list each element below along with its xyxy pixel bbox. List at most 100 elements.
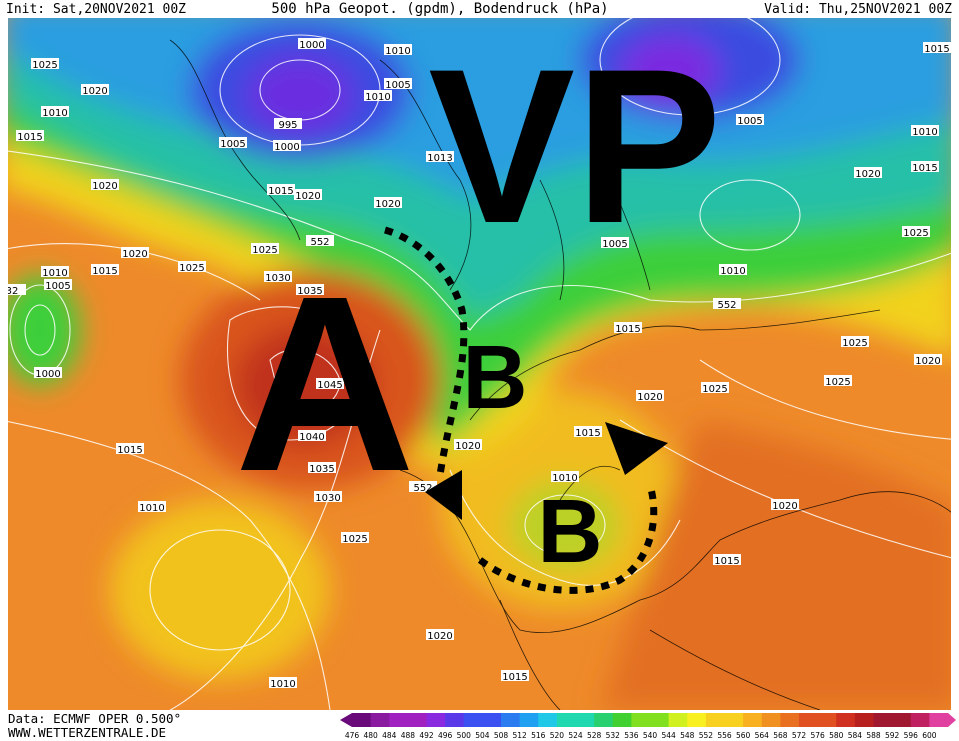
vp-label: VP [428,23,721,269]
isobar-label-bg [454,439,482,450]
scale-swatch [668,713,688,727]
scale-swatch [501,713,521,727]
isobar-label: 1000 [35,369,60,380]
isobar-label-bg [81,84,109,95]
isobar-label-bg [178,261,206,272]
isobar-label: 1015 [912,163,937,174]
isobar-label: 1025 [342,534,367,545]
isobar-label-bg [574,426,602,437]
scale-label: 548 [680,731,695,740]
scale-arrow [340,713,352,727]
isobar-labels: 1025 1020 1010 1015 1020 1020 1025 1015 1010 1005… [8,38,951,690]
isobar-label-bg [296,284,324,295]
isobar-label-bg [251,243,279,254]
isobar-label: 1015 [268,186,293,197]
isobar-label-bg [44,279,72,290]
isobar-label: 1025 [252,245,277,256]
isobar-label-bg [341,532,369,543]
isobar-label: 1005 [385,80,410,91]
scale-label: 540 [643,731,658,740]
isobar-label: 1015 [117,445,142,456]
isobar-label-bg [364,90,392,101]
isobar-label-bg [914,354,942,365]
isobar-label: 1045 [317,380,342,391]
isobar-label: 1025 [903,228,928,239]
isobar-label-bg [264,271,292,282]
scale-swatch [612,713,632,727]
isobar-label: 1035 [297,286,322,297]
isobar-label: 1015 [615,324,640,335]
isobar-label-bg [314,491,342,502]
isobar-label: 1015 [92,266,117,277]
isobar-label: 1025 [32,60,57,71]
low-label: B [538,482,603,582]
isobar-label: 1015 [17,132,42,143]
arrow-heads [425,422,668,520]
isobar-label: 1020 [375,199,400,210]
scale-swatch [370,713,390,727]
isobar-label-bg [298,38,326,49]
scale-swatch [854,713,874,727]
isobar-label-bg [923,42,951,53]
scale-label: 588 [866,731,881,740]
isobar-label: 1015 [575,428,600,439]
isobar-label-bg [116,443,144,454]
isobar-label-bg [294,189,322,200]
scale-swatch [463,713,483,727]
isobar-label: 1020 [772,501,797,512]
isobar-label: 995 [278,120,297,131]
scale-label: 524 [568,731,583,740]
isobar-label: 1013 [427,153,452,164]
isobar-label: 1015 [714,556,739,567]
isobar-label-bg [274,118,302,129]
isobar-label: 1025 [842,338,867,349]
scale-label: 556 [717,731,732,740]
isobar-label: 1030 [315,493,340,504]
website: WWW.WETTERZENTRALE.DE [8,725,166,740]
scale-swatch [575,713,595,727]
scale-label: 504 [475,731,490,740]
scale-label: 564 [755,731,770,740]
isobar-label-bg [601,237,629,248]
isobar-label-bg [736,114,764,125]
isobar-label: 1005 [45,281,70,292]
scale-label: 512 [512,731,527,740]
isobar-label: 552 [413,483,432,494]
isobar-label-bg [854,167,882,178]
scale-swatch [594,713,614,727]
scale-swatch [705,713,725,727]
scale-label: 572 [792,731,807,740]
isobar-label: 1005 [220,139,245,150]
isobar-label: 1020 [427,631,452,642]
isobar-label: 1010 [552,473,577,484]
isobar-label: 1010 [139,503,164,514]
scale-swatch [929,713,949,727]
scale-label: 520 [550,731,565,740]
scale-swatch [873,713,893,727]
isobar-label: 1010 [42,268,67,279]
isobar-label-bg [426,151,454,162]
data-source: Data: ECMWF OPER 0.500° [8,711,181,726]
isobar-label-bg [267,184,295,195]
isobar-label-bg [713,554,741,565]
scale-swatch [780,713,800,727]
isobar-label: 1010 [270,679,295,690]
isobar-label-bg [409,481,437,492]
high-label: A [235,244,416,523]
scale-label: 560 [736,731,751,740]
scale-swatch [407,713,427,727]
isobar-label-bg [298,430,326,441]
scale-label: 496 [438,731,453,740]
scale-swatch [538,713,558,727]
isobar-label: 1020 [637,392,662,403]
isobar-label: 1015 [502,672,527,683]
scale-swatch [817,713,837,727]
isobar-label-bg [16,130,44,141]
isobar-label-bg [219,137,247,148]
isobar-label-bg [121,247,149,258]
isobar-label-bg [273,140,301,151]
scale-label: 484 [382,731,397,740]
color-scale: 476 480 484 488 492 496 500 504 508 512 516 520 524 5… [340,713,956,740]
isobar-label: 1000 [274,142,299,153]
